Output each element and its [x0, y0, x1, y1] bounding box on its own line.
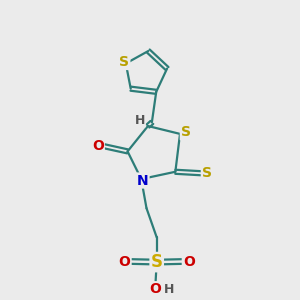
Text: S: S	[181, 125, 191, 140]
Text: S: S	[202, 166, 212, 180]
Text: O: O	[92, 139, 104, 153]
Text: S: S	[119, 55, 129, 69]
Text: O: O	[149, 282, 161, 296]
Text: N: N	[137, 173, 148, 188]
Text: H: H	[134, 114, 145, 127]
Text: S: S	[151, 253, 163, 271]
Text: H: H	[164, 283, 174, 296]
Text: O: O	[183, 254, 195, 268]
Text: O: O	[119, 254, 130, 268]
